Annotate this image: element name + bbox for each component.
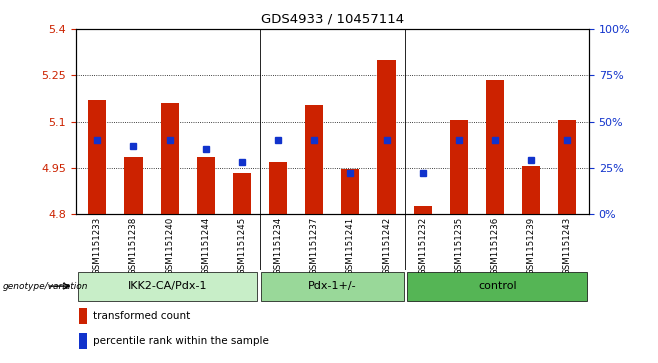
Text: GSM1151234: GSM1151234 (274, 216, 282, 275)
Text: Pdx-1+/-: Pdx-1+/- (308, 281, 357, 291)
Text: GSM1151239: GSM1151239 (526, 216, 536, 274)
Text: IKK2-CA/Pdx-1: IKK2-CA/Pdx-1 (128, 281, 207, 291)
Bar (407, 272, 587, 301)
Text: GSM1151244: GSM1151244 (201, 216, 211, 275)
Bar (233, 172, 251, 214)
Bar (414, 207, 432, 214)
Text: transformed count: transformed count (93, 311, 190, 321)
Bar (79, 308, 88, 325)
Text: control: control (478, 281, 517, 291)
Bar (161, 103, 179, 214)
Bar (486, 80, 504, 214)
Bar (78, 272, 257, 301)
Bar (261, 272, 404, 301)
Text: GSM1151241: GSM1151241 (346, 216, 355, 275)
Text: GSM1151245: GSM1151245 (238, 216, 247, 275)
Bar (378, 60, 395, 214)
Text: GSM1151243: GSM1151243 (563, 216, 572, 275)
Bar (79, 333, 88, 349)
Bar (124, 157, 143, 214)
Text: GSM1151235: GSM1151235 (454, 216, 463, 275)
Text: genotype/variation: genotype/variation (3, 282, 89, 291)
Text: GSM1151240: GSM1151240 (165, 216, 174, 275)
Text: GSM1151236: GSM1151236 (490, 216, 499, 275)
Text: GSM1151238: GSM1151238 (129, 216, 138, 275)
Bar (342, 170, 359, 214)
Text: GSM1151237: GSM1151237 (310, 216, 318, 275)
Title: GDS4933 / 10457114: GDS4933 / 10457114 (261, 12, 404, 25)
Bar (558, 120, 576, 214)
Bar (450, 120, 468, 214)
Bar (197, 157, 215, 214)
Bar (88, 100, 107, 214)
Bar (269, 162, 287, 214)
Text: GSM1151242: GSM1151242 (382, 216, 391, 275)
Text: GSM1151232: GSM1151232 (418, 216, 427, 275)
Text: GSM1151233: GSM1151233 (93, 216, 102, 275)
Bar (522, 166, 540, 214)
Bar (305, 105, 323, 214)
Text: percentile rank within the sample: percentile rank within the sample (93, 336, 268, 346)
